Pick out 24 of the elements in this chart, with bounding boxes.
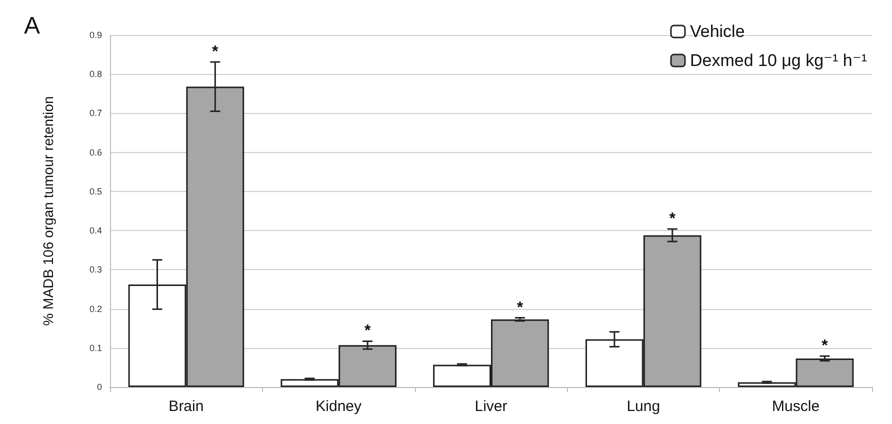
y-tick-label: 0.5: [89, 186, 102, 196]
annotation: *: [364, 322, 372, 340]
text: A: [24, 12, 40, 40]
x-tick-label: Brain: [168, 398, 204, 415]
y-tick-label: 0: [96, 382, 102, 392]
annotation: *: [669, 210, 676, 228]
y-axis-title: % MADB 106 organ tumour retention: [40, 96, 56, 326]
y-tick-label: 0.8: [89, 69, 102, 80]
x-tick-label: Lung: [626, 398, 660, 415]
y-tick-label: 0.1: [89, 342, 102, 353]
y-tick-label: 0.4: [89, 226, 102, 236]
annotation: *: [212, 43, 220, 60]
y-tick-label: 0.9: [89, 30, 102, 40]
y-tick-label: 0.2: [89, 304, 102, 314]
legend-label: Vehicle: [690, 22, 745, 41]
legend-label: Dexmed 10 μg kg⁻¹ h⁻¹: [690, 51, 868, 70]
y-tick-label: 0.6: [89, 147, 102, 158]
x-tick-label: Liver: [474, 398, 508, 415]
annotation: *: [516, 299, 524, 316]
x-tick-label: Kidney: [316, 398, 362, 415]
y-tick-label: 0.3: [89, 264, 102, 275]
x-tick-label: Muscle: [772, 398, 820, 415]
annotation: *: [822, 338, 829, 355]
y-tick-label: 0.7: [89, 108, 102, 118]
